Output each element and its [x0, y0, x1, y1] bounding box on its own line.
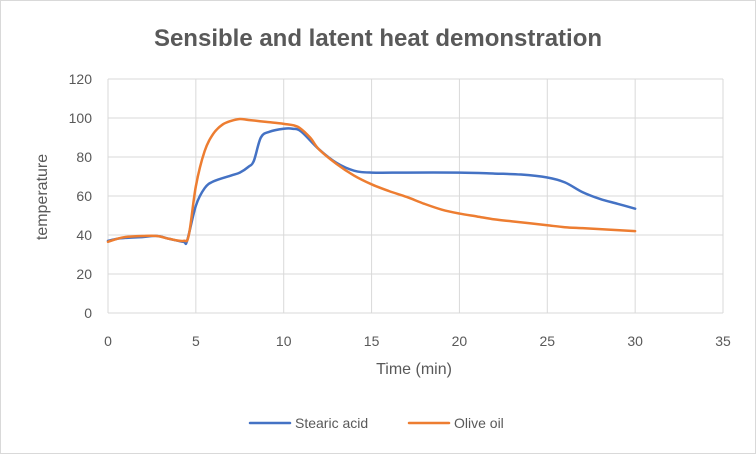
x-axis-label: Time (min)	[376, 361, 452, 378]
series-line-olive-oil	[106, 117, 637, 244]
gridlines	[107, 78, 724, 314]
x-tick-label: 20	[452, 333, 468, 349]
y-tick-label: 40	[76, 227, 92, 243]
x-tick-label: 10	[276, 333, 292, 349]
legend-label-olive-oil: Olive oil	[454, 415, 504, 431]
y-tick-labels: 0 20 40 60 80 100 120	[69, 71, 93, 321]
x-tick-labels: 0 5 10 15 20 25 30 35	[104, 333, 731, 349]
x-tick-label: 25	[539, 333, 555, 349]
x-tick-label: 30	[627, 333, 643, 349]
x-tick-label: 35	[715, 333, 731, 349]
y-tick-label: 60	[76, 188, 92, 204]
y-tick-label: 0	[84, 305, 92, 321]
x-tick-label: 5	[192, 333, 200, 349]
y-tick-label: 120	[69, 71, 93, 87]
legend: Stearic acid Olive oil	[248, 415, 504, 431]
y-axis-label: temperature	[34, 154, 51, 240]
x-tick-label: 15	[364, 333, 380, 349]
y-tick-label: 100	[69, 110, 93, 126]
chart-title: Sensible and latent heat demonstration	[154, 25, 602, 52]
y-tick-label: 80	[76, 149, 92, 165]
series-lines	[106, 117, 637, 246]
y-tick-label: 20	[76, 266, 92, 282]
x-tick-label: 0	[104, 333, 112, 349]
legend-label-stearic-acid: Stearic acid	[295, 415, 368, 431]
